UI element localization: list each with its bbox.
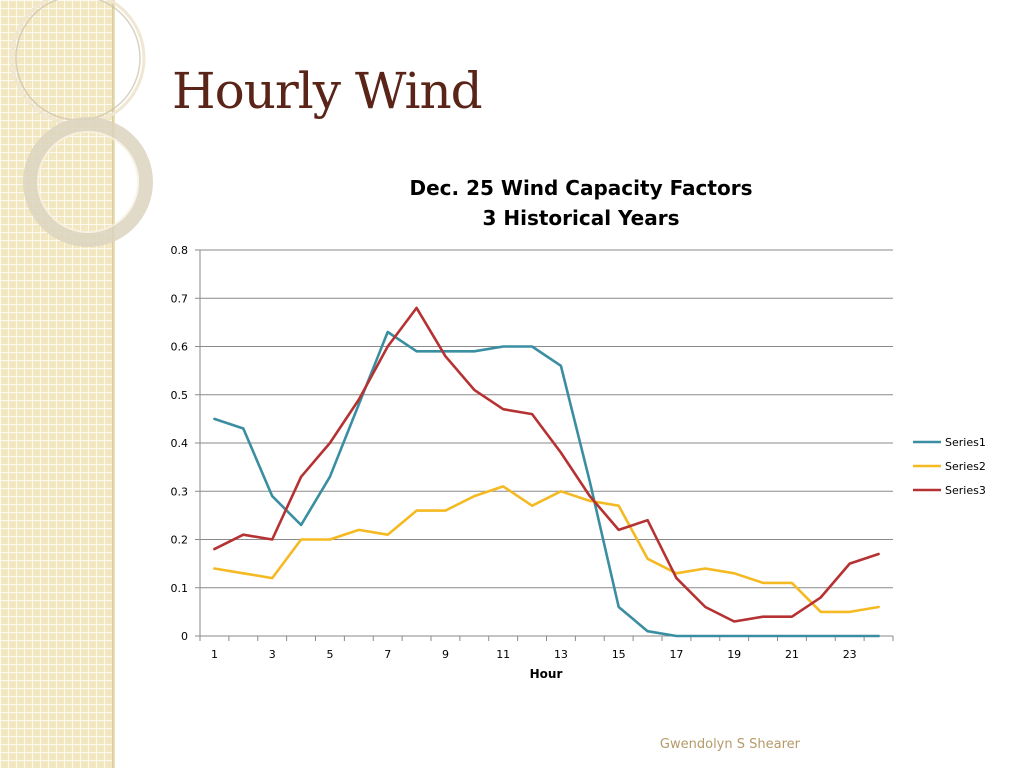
series-line-3 <box>213 306 880 623</box>
y-tick-label: 0.2 <box>171 534 189 547</box>
legend-label: Series2 <box>945 460 986 473</box>
series-lines <box>213 306 880 638</box>
axes: 00.10.20.30.40.50.60.70.81 3 5 7 9 11 13 15 17 19… <box>171 244 894 661</box>
x-tick-label: 7 <box>384 648 391 661</box>
legend: Series1 Series2 Series3 <box>913 436 986 497</box>
x-tick-label: 15 <box>612 648 626 661</box>
x-tick-label: 3 <box>269 648 276 661</box>
y-tick-label: 0.6 <box>171 341 189 354</box>
chart-title: Dec. 25 Wind Capacity Factors <box>410 176 753 200</box>
x-tick-label: 1 <box>211 648 218 661</box>
y-tick-label: 0.5 <box>171 389 189 402</box>
y-tick-label: 0.1 <box>171 582 189 595</box>
slide-footer: Gwendolyn S Shearer <box>659 737 800 752</box>
grid-lines <box>200 249 893 637</box>
x-tick-label: 19 <box>727 648 741 661</box>
y-tick-label: 0 <box>181 630 188 643</box>
x-tick-label: 17 <box>669 648 683 661</box>
x-tick-label: 13 <box>554 648 568 661</box>
y-tick-label: 0.8 <box>171 244 189 257</box>
chart-subtitle: 3 Historical Years <box>482 206 679 230</box>
x-tick-label: 23 <box>843 648 857 661</box>
y-tick-label: 0.3 <box>171 485 189 498</box>
y-tick-label: 0.4 <box>171 437 189 450</box>
series-line-2 <box>213 485 880 614</box>
slide-title: Hourly Wind <box>172 62 483 120</box>
x-axis-label: Hour <box>530 667 563 681</box>
x-tick-label: 11 <box>496 648 510 661</box>
x-tick-label: 5 <box>326 648 333 661</box>
x-tick-label: 9 <box>442 648 449 661</box>
side-strip-edge <box>112 0 115 768</box>
legend-label: Series3 <box>945 484 986 497</box>
series-line-1 <box>213 330 880 638</box>
y-tick-label: 0.7 <box>171 292 189 305</box>
legend-label: Series1 <box>945 436 986 449</box>
x-tick-label: 21 <box>785 648 799 661</box>
